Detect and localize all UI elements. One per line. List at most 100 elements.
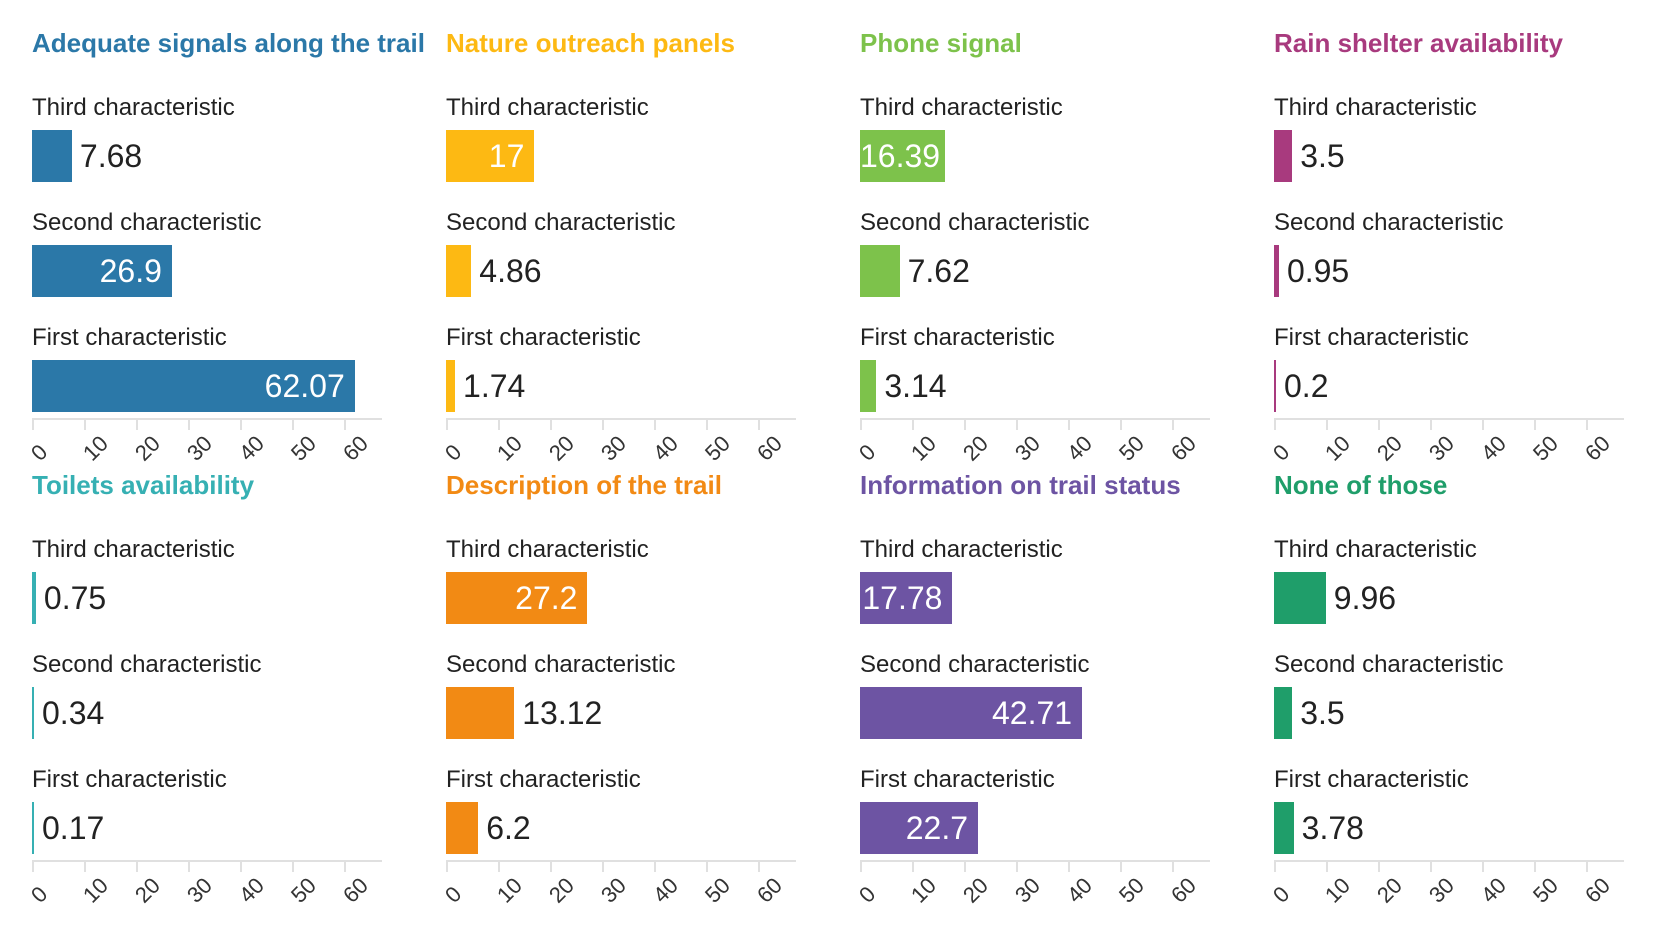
tick-label: 20 <box>130 430 165 466</box>
tick-label: 20 <box>1372 872 1407 908</box>
bar <box>860 360 877 412</box>
data-label: 27.2 <box>515 580 578 616</box>
tick-label: 40 <box>1476 872 1511 908</box>
tick-mark <box>446 418 448 430</box>
tick-label: 10 <box>1320 872 1355 908</box>
data-label: 0.34 <box>42 695 105 731</box>
chart-panel: Nature outreach panels Third characterist… <box>440 28 806 488</box>
bar-row: Third characteristic 0.75 <box>32 536 392 636</box>
tick-mark <box>912 860 914 872</box>
tick-mark <box>602 860 604 872</box>
tick-mark <box>1586 418 1588 430</box>
tick-label: 30 <box>182 872 217 908</box>
bar <box>860 572 953 624</box>
data-label: 0.95 <box>1286 253 1350 289</box>
bar-row: Second characteristic 13.12 <box>446 651 806 751</box>
bar <box>446 802 479 854</box>
tick-mark <box>1534 418 1536 430</box>
category-label: Second characteristic <box>860 651 1090 678</box>
tick-mark <box>1378 860 1380 872</box>
axis-line <box>860 860 1210 862</box>
tick-mark <box>32 418 34 430</box>
tick-mark <box>860 860 862 872</box>
chart-panel: Adequate signals along the trail Third ch… <box>26 28 425 488</box>
category-label: First characteristic <box>860 324 1055 351</box>
chart-title: Phone signal <box>860 28 1022 58</box>
bar-row: First characteristic 1.74 <box>446 324 806 424</box>
tick-mark <box>550 860 552 872</box>
tick-label: 40 <box>648 430 683 466</box>
tick-label: 60 <box>338 872 373 908</box>
x-axis: 0 10 20 30 40 50 60 <box>26 418 382 508</box>
tick-mark <box>912 418 914 430</box>
tick-label: 40 <box>234 872 269 908</box>
bar <box>1274 245 1279 297</box>
bar-row: First characteristic 22.7 <box>860 766 1220 866</box>
bar-row: Third characteristic 9.96 <box>1274 536 1634 636</box>
chart-panel: Rain shelter availability Third character… <box>1268 28 1634 488</box>
bar-row: Second characteristic 42.71 <box>860 651 1220 751</box>
tick-mark <box>758 860 760 872</box>
tick-mark <box>964 418 966 430</box>
tick-label: 40 <box>1062 872 1097 908</box>
category-label: First characteristic <box>860 766 1055 793</box>
tick-mark <box>1534 860 1536 872</box>
bar-row: Third characteristic 17 <box>446 94 806 194</box>
tick-label: 0 <box>1268 881 1295 908</box>
bar <box>860 245 900 297</box>
bar-row: Third characteristic 27.2 <box>446 536 806 636</box>
tick-mark <box>84 418 86 430</box>
tick-label: 20 <box>958 430 993 466</box>
data-label: 0.75 <box>43 580 107 616</box>
category-label: Second characteristic <box>446 209 676 236</box>
tick-label: 10 <box>78 430 113 466</box>
tick-mark <box>292 418 294 430</box>
category-label: First characteristic <box>446 766 641 793</box>
bar-row: Second characteristic 0.95 <box>1274 209 1634 309</box>
bar <box>446 687 515 739</box>
bar-row: Second characteristic 7.62 <box>860 209 1220 309</box>
tick-mark <box>860 418 862 430</box>
tick-label: 0 <box>440 439 467 466</box>
bar <box>32 802 34 854</box>
tick-mark <box>1274 860 1276 872</box>
tick-mark <box>188 418 190 430</box>
tick-label: 10 <box>78 872 113 908</box>
tick-label: 40 <box>1476 430 1511 466</box>
tick-mark <box>1482 418 1484 430</box>
tick-mark <box>1120 860 1122 872</box>
tick-label: 50 <box>700 872 735 908</box>
tick-mark <box>136 418 138 430</box>
category-label: Third characteristic <box>860 94 1063 121</box>
tick-label: 60 <box>1166 872 1201 908</box>
chart-panel: Toilets availability Third characteristic… <box>26 470 392 930</box>
tick-mark <box>602 418 604 430</box>
axis-line <box>446 860 796 862</box>
tick-mark <box>1326 418 1328 430</box>
tick-label: 30 <box>596 872 631 908</box>
x-axis: 0 10 20 30 40 50 60 <box>440 860 796 950</box>
tick-label: 60 <box>338 430 373 466</box>
axis-line <box>446 418 796 420</box>
bar <box>32 130 72 182</box>
axis-line <box>1274 860 1624 862</box>
tick-label: 0 <box>1268 439 1295 466</box>
tick-mark <box>498 418 500 430</box>
tick-mark <box>1068 860 1070 872</box>
category-label: First characteristic <box>446 324 641 351</box>
tick-label: 50 <box>286 872 321 908</box>
x-axis: 0 10 20 30 40 50 60 <box>1268 860 1624 950</box>
tick-mark <box>654 860 656 872</box>
chart-panel: Description of the trail Third characteri… <box>440 470 806 930</box>
x-axis: 0 10 20 30 40 50 60 <box>26 860 382 950</box>
bar <box>1274 572 1326 624</box>
category-label: First characteristic <box>1274 766 1469 793</box>
tick-mark <box>1482 860 1484 872</box>
bar <box>860 802 979 854</box>
category-label: First characteristic <box>32 766 227 793</box>
chart-title: Adequate signals along the trail <box>32 28 425 58</box>
data-label: 3.14 <box>884 368 947 404</box>
bar-row: Third characteristic 7.68 <box>32 94 392 194</box>
axis-line <box>32 418 382 420</box>
tick-mark <box>136 860 138 872</box>
